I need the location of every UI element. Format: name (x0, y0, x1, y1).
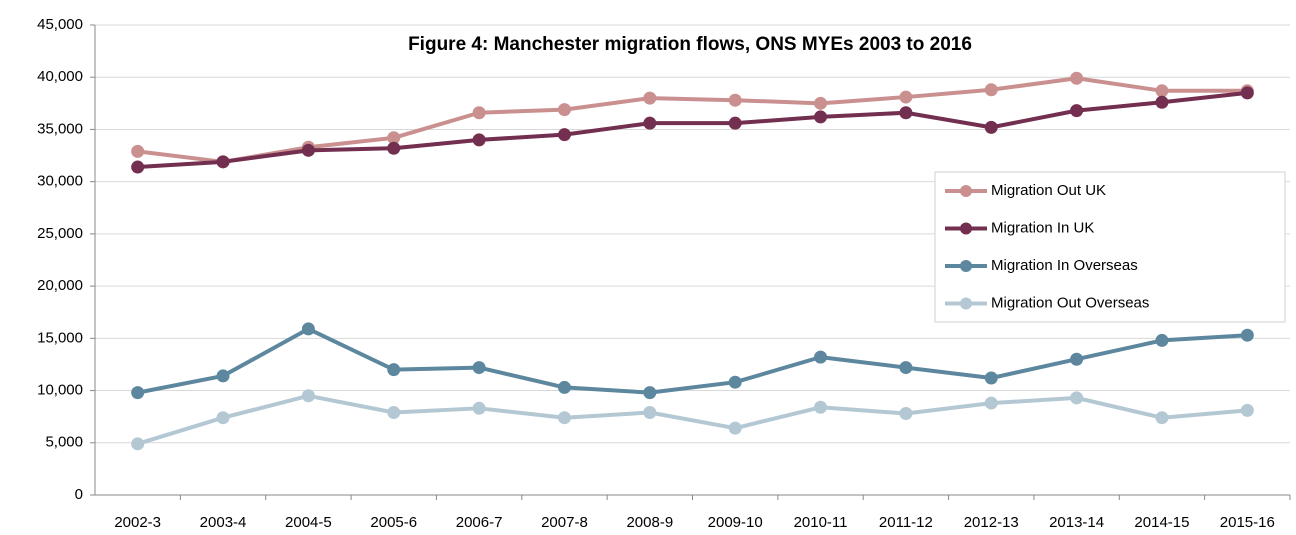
marker (1155, 95, 1169, 109)
marker (472, 401, 486, 415)
marker (131, 386, 145, 400)
marker (643, 91, 657, 105)
marker (814, 96, 828, 110)
marker (643, 405, 657, 419)
marker (984, 396, 998, 410)
marker (1155, 84, 1169, 98)
y-tick-label: 30,000 (37, 173, 83, 190)
series-line (137, 326, 1248, 395)
x-tick-label: 2002-3 (114, 514, 161, 531)
marker (387, 141, 401, 155)
marker (387, 363, 401, 377)
y-tick-label: 35,000 (37, 120, 83, 137)
legend-marker (960, 222, 972, 235)
marker (557, 103, 571, 117)
y-tick-label: 25,000 (37, 225, 83, 242)
legend-box (934, 171, 1286, 323)
marker (472, 133, 486, 147)
legend-label: Migration In Overseas (991, 257, 1138, 274)
x-tick-label: 2010-11 (794, 514, 848, 531)
x-tick-label: 2006-7 (456, 514, 503, 531)
marker (1070, 104, 1084, 118)
marker (131, 160, 145, 174)
marker (131, 437, 145, 451)
marker (728, 93, 742, 107)
y-tick-label: 0 (75, 486, 83, 503)
x-tick-label: 2012-13 (964, 514, 1019, 531)
marker (387, 405, 401, 419)
marker (728, 116, 742, 130)
marker (814, 350, 828, 364)
marker (301, 322, 315, 336)
x-tick-label: 2013-14 (1049, 514, 1104, 531)
y-tick-label: 45,000 (37, 16, 83, 33)
y-tick-label: 15,000 (37, 329, 83, 346)
y-tick-label: 40,000 (37, 68, 83, 85)
marker (557, 380, 571, 394)
marker (1070, 352, 1084, 366)
y-tick-label: 10,000 (37, 382, 83, 399)
marker (984, 120, 998, 134)
x-tick-label: 2004-5 (285, 514, 332, 531)
series-line (137, 90, 1248, 170)
x-tick-label: 2011-12 (879, 514, 933, 531)
marker (1155, 411, 1169, 425)
marker (899, 90, 913, 104)
x-tick-label: 2015-16 (1220, 514, 1275, 531)
marker (728, 375, 742, 389)
legend-label: Migration Out Overseas (991, 294, 1149, 311)
marker (557, 411, 571, 425)
x-tick-label: 2003-4 (200, 514, 247, 531)
marker (984, 371, 998, 385)
x-tick-label: 2014-15 (1134, 514, 1189, 531)
legend-label: Migration Out UK (991, 182, 1106, 199)
marker (1240, 86, 1254, 100)
marker (1070, 391, 1084, 405)
legend-marker (960, 185, 972, 197)
marker (216, 155, 230, 169)
marker (472, 106, 486, 120)
marker (216, 369, 230, 383)
marker (1155, 333, 1169, 347)
marker (899, 407, 913, 421)
marker (899, 361, 913, 375)
x-tick-label: 2008-9 (626, 514, 673, 531)
chart-title: Figure 4: Manchester migration flows, ON… (408, 34, 972, 55)
marker (814, 400, 828, 414)
marker (301, 143, 315, 157)
marker (216, 411, 230, 425)
marker (728, 421, 742, 435)
marker (984, 83, 998, 97)
y-tick-label: 20,000 (37, 277, 83, 294)
marker (643, 116, 657, 130)
marker (301, 389, 315, 403)
x-tick-label: 2009-10 (708, 514, 763, 531)
marker (131, 144, 145, 158)
marker (387, 131, 401, 145)
marker (643, 386, 657, 400)
marker (1070, 71, 1084, 85)
marker (557, 128, 571, 142)
x-tick-label: 2005-6 (370, 514, 417, 531)
marker (1240, 403, 1254, 417)
legend-marker (960, 297, 972, 310)
marker (899, 106, 913, 120)
legend-label: Migration In UK (991, 219, 1094, 236)
y-tick-label: 5,000 (45, 434, 83, 451)
marker (814, 110, 828, 124)
marker (472, 361, 486, 375)
series-line (137, 393, 1248, 446)
legend-marker (960, 260, 972, 272)
series-line (137, 76, 1248, 164)
marker (1240, 328, 1254, 342)
x-tick-label: 2007-8 (541, 514, 588, 531)
